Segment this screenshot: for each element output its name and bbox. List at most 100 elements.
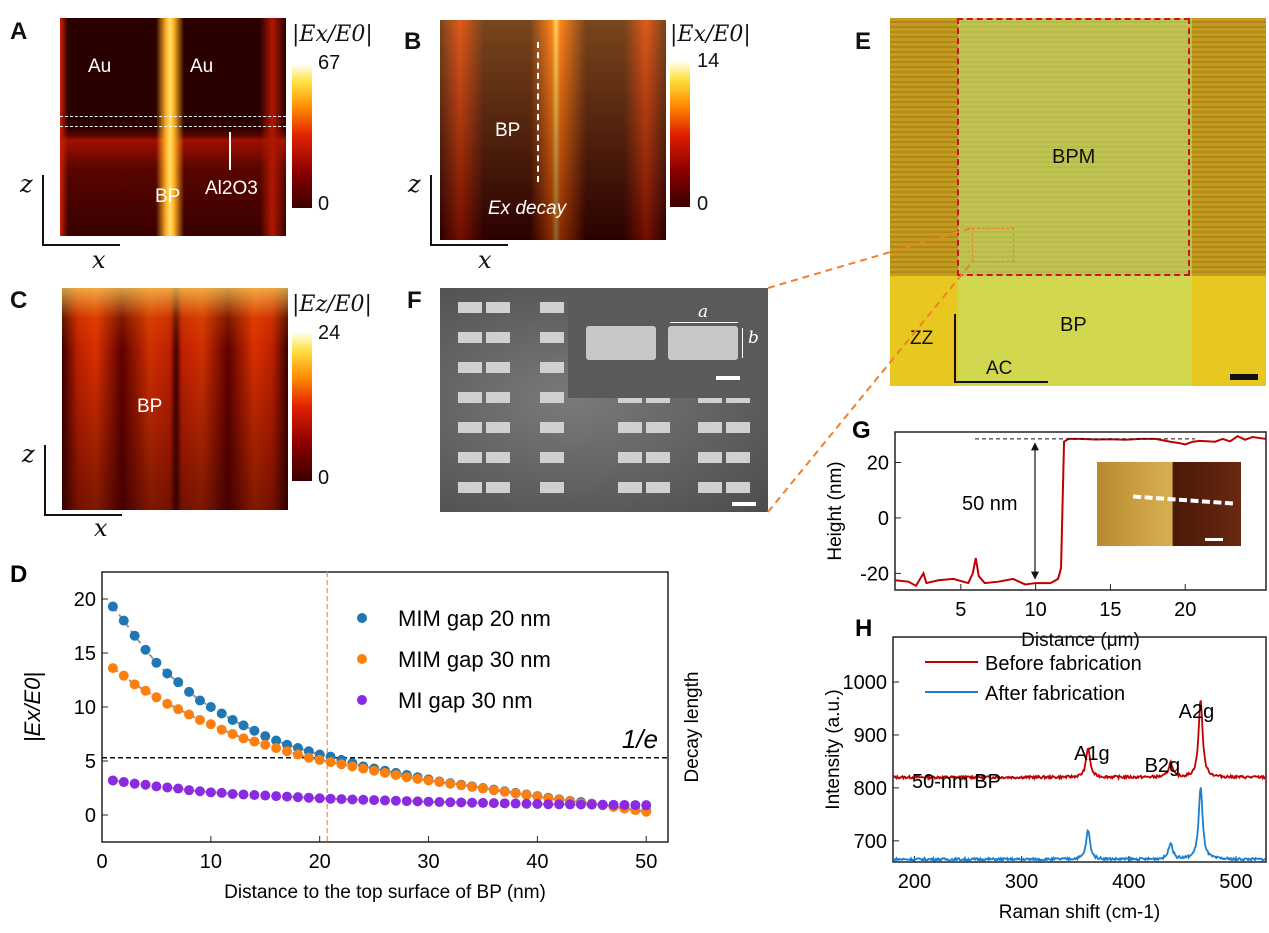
optical-image: BPM BP ZZ AC bbox=[890, 18, 1266, 386]
connector-line-bottom bbox=[767, 261, 973, 513]
legend-label: MIM gap 20 nm bbox=[398, 606, 551, 631]
label-bpm: BPM bbox=[1052, 146, 1096, 168]
nanostructure-block bbox=[726, 452, 750, 463]
heatmap-a: Au Au BP Al2O3 bbox=[60, 18, 286, 236]
legend-label: Before fabrication bbox=[985, 653, 1142, 675]
nanostructure-block bbox=[458, 332, 482, 343]
x-tick-label: 15 bbox=[1099, 599, 1121, 621]
x-tick-label: 50 bbox=[635, 851, 657, 873]
panel-label-h: H bbox=[855, 615, 872, 642]
colorbar-title-a: |Ex/E0| bbox=[292, 22, 373, 47]
heatmap-b: BP Ex decay bbox=[440, 20, 666, 240]
oxide-boundary-top bbox=[60, 116, 286, 117]
data-point bbox=[271, 735, 282, 746]
data-point bbox=[390, 795, 401, 806]
scale-bar bbox=[1230, 374, 1258, 380]
nanostructure-block bbox=[618, 482, 642, 493]
data-point bbox=[205, 787, 216, 798]
nanostructure-block bbox=[486, 482, 510, 493]
data-point bbox=[227, 714, 238, 725]
axis-z-arrow-b bbox=[430, 175, 432, 245]
colorbar-c bbox=[292, 333, 312, 481]
zoom-region-outline bbox=[972, 228, 1014, 262]
data-point bbox=[173, 783, 184, 794]
data-point bbox=[565, 799, 576, 810]
data-point bbox=[325, 793, 336, 804]
data-point bbox=[249, 725, 260, 736]
x-axis-label: Distance (μm) bbox=[1021, 630, 1140, 651]
panel-label-f: F bbox=[407, 287, 422, 314]
label-au-right: Au bbox=[190, 56, 214, 77]
heatmap-b-decay-overlay bbox=[440, 20, 666, 240]
data-point bbox=[107, 775, 118, 786]
data-point bbox=[499, 798, 510, 809]
y-tick-label: 20 bbox=[867, 452, 889, 474]
nanostructure-block bbox=[698, 482, 722, 493]
label-oxide: Al2O3 bbox=[205, 178, 258, 199]
nanostructure-block bbox=[540, 392, 564, 403]
data-point bbox=[456, 797, 467, 808]
scale-bar bbox=[716, 376, 740, 380]
data-point bbox=[467, 797, 478, 808]
nanostructure-block bbox=[458, 422, 482, 433]
data-point bbox=[477, 783, 488, 794]
data-point bbox=[445, 797, 456, 808]
data-point bbox=[434, 777, 445, 788]
height-profile-line bbox=[894, 435, 1267, 588]
axis-x-label-a: x bbox=[92, 246, 106, 274]
data-point bbox=[173, 677, 184, 688]
dimension-b-arrow bbox=[742, 328, 743, 358]
x-tick-label: 10 bbox=[1024, 599, 1046, 621]
panel-label-d: D bbox=[10, 561, 27, 588]
axis-x-arrow-c bbox=[44, 514, 122, 516]
data-point bbox=[336, 794, 347, 805]
data-point bbox=[151, 657, 162, 668]
colorbar-min-b: 0 bbox=[697, 193, 709, 215]
chart-g: 5 10 15 20 -20 0 20 Distance (μm) Height (nm) 50 … bbox=[825, 431, 1267, 651]
data-point bbox=[543, 799, 554, 810]
data-point bbox=[358, 794, 369, 805]
panel-label-b: B bbox=[404, 28, 422, 55]
data-point bbox=[216, 724, 227, 735]
peak-label: 50-nm BP bbox=[912, 771, 1001, 793]
data-point bbox=[608, 799, 619, 810]
data-point bbox=[325, 757, 336, 768]
nanostructure-block bbox=[618, 452, 642, 463]
fit-curve bbox=[112, 605, 647, 812]
axis-x-arrow-b bbox=[430, 244, 508, 246]
y-tick-label: 10 bbox=[74, 697, 96, 719]
data-point bbox=[162, 782, 173, 793]
data-point bbox=[358, 763, 369, 774]
y-tick-label: 800 bbox=[854, 778, 887, 800]
nanostructure-block bbox=[458, 482, 482, 493]
data-point bbox=[129, 630, 140, 641]
nanostructure-block bbox=[458, 302, 482, 313]
data-point bbox=[423, 796, 434, 807]
y-tick-label: 900 bbox=[854, 725, 887, 747]
decay-arrow bbox=[537, 42, 539, 182]
x-tick-label: 400 bbox=[1112, 871, 1145, 893]
y-axis-label: Intensity (a.u.) bbox=[823, 689, 844, 809]
chart-d: 0 10 20 30 40 50 0 5 10 15 20 Distance to the top s… bbox=[20, 571, 703, 903]
data-point bbox=[118, 777, 129, 788]
nanostructure-block bbox=[540, 302, 564, 313]
nanostructure-block bbox=[540, 362, 564, 373]
colorbar-min-c: 0 bbox=[318, 467, 330, 489]
y-tick-label: 20 bbox=[74, 589, 96, 611]
peak-label: B2g bbox=[1145, 755, 1181, 777]
bp-flake bbox=[958, 18, 1192, 386]
colorbar-a bbox=[292, 65, 312, 208]
data-point bbox=[184, 709, 195, 720]
axis-z-label-a: z bbox=[20, 170, 33, 198]
data-point bbox=[205, 719, 216, 730]
data-point bbox=[151, 692, 162, 703]
legend-label: MI gap 30 nm bbox=[398, 688, 533, 713]
x-tick-label: 0 bbox=[96, 851, 107, 873]
legend-marker bbox=[357, 695, 367, 705]
label-bp: BP bbox=[495, 120, 521, 141]
data-point bbox=[173, 704, 184, 715]
x-tick-label: 40 bbox=[526, 851, 548, 873]
data-point bbox=[314, 754, 325, 765]
data-point bbox=[162, 668, 173, 679]
data-point bbox=[140, 779, 151, 790]
